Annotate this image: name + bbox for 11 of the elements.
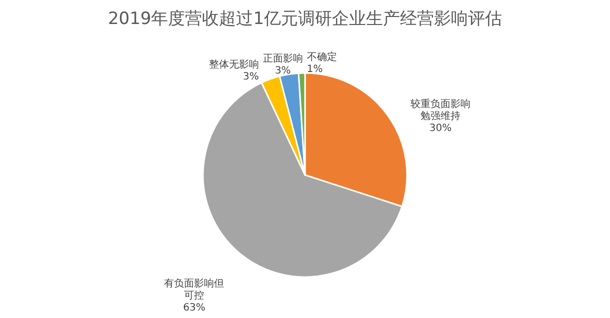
slice-label: 有负面影响但可控	[164, 278, 224, 302]
slice-label: 较重负面影响勉强维持	[410, 98, 471, 122]
data-label: 30%	[429, 123, 452, 134]
slice-label: 整体无影响	[208, 58, 259, 70]
data-label: 63%	[183, 302, 206, 314]
data-label: 1%	[306, 64, 323, 76]
slice-label: 正面影响	[262, 52, 303, 65]
slice-label: 不确定	[306, 51, 337, 64]
chart-title: 2019年度营收超过1亿元调研企业生产经营影响评估	[108, 9, 502, 29]
data-label: 3%	[243, 71, 259, 82]
data-label: 3%	[274, 66, 291, 77]
